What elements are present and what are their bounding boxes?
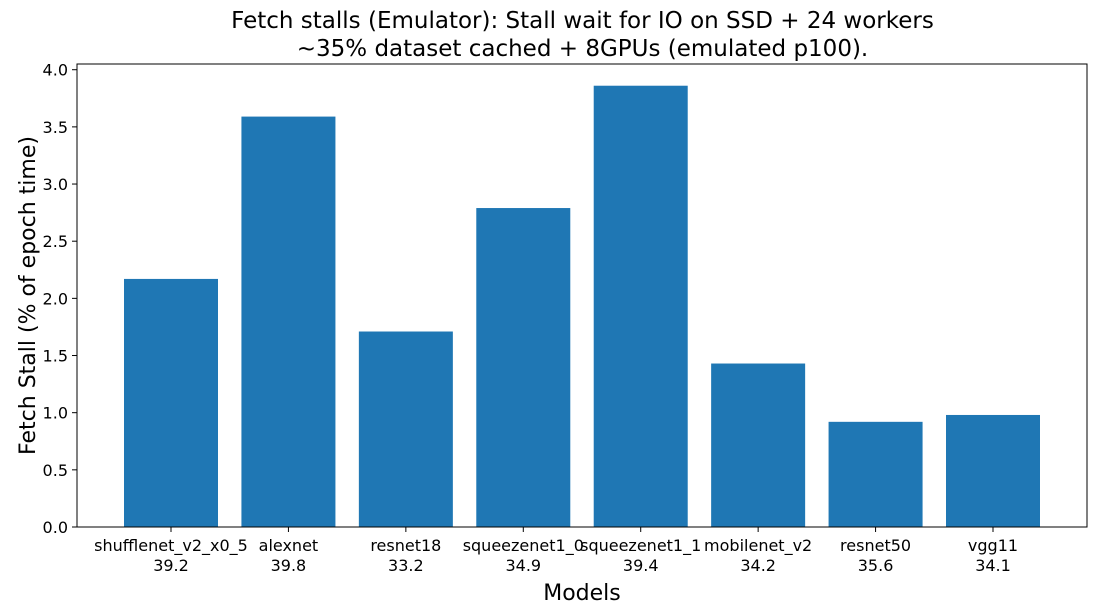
x-tick-label: mobilenet_v2 bbox=[704, 536, 812, 556]
y-tick-label: 1.5 bbox=[43, 347, 68, 366]
bar bbox=[828, 421, 923, 527]
x-tick-label: alexnet bbox=[259, 536, 319, 555]
x-tick-label: vgg11 bbox=[968, 536, 1018, 555]
x-tick-sublabel: 39.2 bbox=[153, 556, 189, 575]
x-tick-label: squeezenet1_0 bbox=[463, 536, 584, 556]
x-tick-sublabel: 39.4 bbox=[623, 556, 659, 575]
x-tick-sublabel: 34.2 bbox=[740, 556, 776, 575]
x-tick-label: resnet50 bbox=[840, 536, 911, 555]
y-tick-label: 3.0 bbox=[43, 175, 68, 194]
y-tick-label: 0.5 bbox=[43, 461, 68, 480]
chart-title: Fetch stalls (Emulator): Stall wait for … bbox=[231, 8, 934, 34]
y-tick-label: 2.0 bbox=[43, 289, 68, 308]
plot-frame bbox=[76, 63, 1088, 528]
x-tick-sublabel: 33.2 bbox=[388, 556, 424, 575]
y-axis-title: Fetch Stall (% of epoch time) bbox=[16, 136, 41, 455]
bar bbox=[124, 278, 218, 527]
y-tick-label: 4.0 bbox=[43, 61, 68, 80]
y-tick-label: 2.5 bbox=[43, 232, 68, 251]
x-tick-label: resnet18 bbox=[370, 536, 441, 555]
x-tick-sublabel: 35.6 bbox=[858, 556, 894, 575]
bar bbox=[711, 363, 806, 527]
bar bbox=[358, 331, 453, 527]
bar bbox=[241, 116, 336, 528]
bar bbox=[593, 85, 688, 528]
x-tick-sublabel: 39.8 bbox=[271, 556, 307, 575]
x-tick-label: squeezenet1_1 bbox=[580, 536, 701, 556]
x-axis-title: Models bbox=[543, 581, 621, 606]
y-tick-label: 0.0 bbox=[43, 518, 68, 537]
x-tick-sublabel: 34.1 bbox=[975, 556, 1011, 575]
y-tick-label: 1.0 bbox=[43, 404, 68, 423]
chart-subtitle: ~35% dataset cached + 8GPUs (emulated p1… bbox=[296, 36, 869, 62]
y-tick-label: 3.5 bbox=[43, 118, 68, 137]
x-tick-label: shufflenet_v2_x0_5 bbox=[94, 536, 248, 556]
bar bbox=[476, 208, 571, 528]
bar bbox=[946, 414, 1040, 527]
x-tick-sublabel: 34.9 bbox=[505, 556, 541, 575]
